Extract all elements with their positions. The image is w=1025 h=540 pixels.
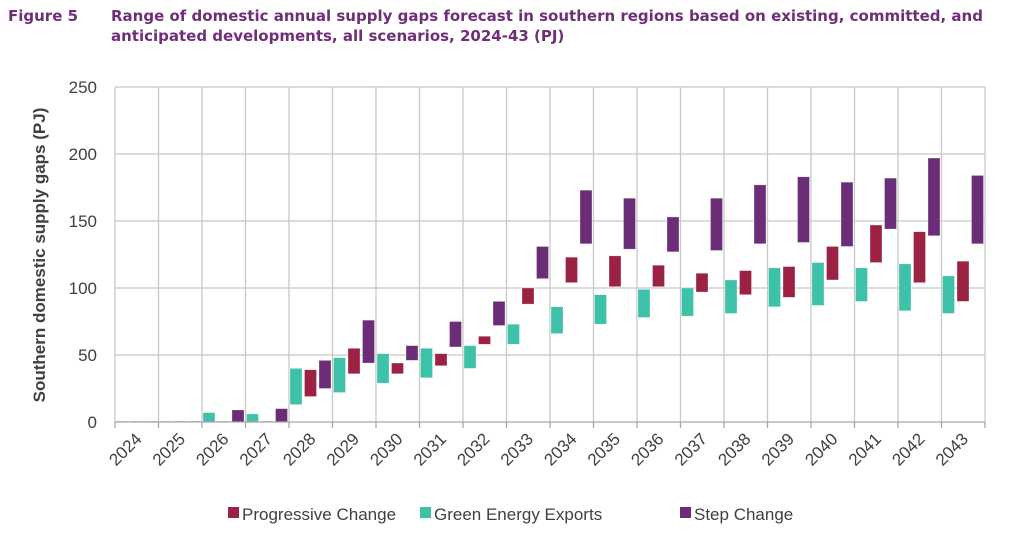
bar-step-change-2035 [623,197,636,250]
bar-step-change-2033 [536,246,549,279]
bar-progressive-change-2036 [652,264,665,287]
legend-item-progressive-change: Progressive Change [228,505,396,524]
gridlines [114,86,986,422]
x-tick-label: 2028 [279,429,319,469]
bar-green-energy-exports-2026 [202,412,216,423]
bar-green-energy-exports-2034 [550,306,564,334]
bar-step-change-2043 [971,175,984,245]
bar-green-energy-exports-2036 [637,289,651,318]
x-tick-label: 2039 [758,429,798,469]
bar-green-energy-exports-2031 [420,347,433,379]
x-tick-label: 2038 [714,429,754,469]
x-tick-label: 2040 [801,429,841,469]
bar-green-energy-exports-2042 [898,263,912,312]
legend-label: Green Energy Exports [434,505,602,524]
bar-green-energy-exports-2041 [855,267,868,302]
x-tick-label: 2031 [410,429,450,469]
x-tick-label: 2030 [366,429,406,469]
x-tick-label: 2043 [932,429,972,469]
y-axis-title: Southern domestic supply gaps (PJ) [30,108,49,403]
y-tick-label: 200 [69,145,97,164]
x-tick-label: 2042 [888,429,928,469]
bar-progressive-change-2041 [869,224,883,263]
bar-green-energy-exports-2039 [768,267,781,308]
bar-green-energy-exports-2043 [942,275,955,314]
legend-item-step-change: Step Change [680,505,793,524]
x-tick-label: 2036 [627,429,667,469]
y-tick-label: 50 [78,346,97,365]
y-tick-label: 250 [69,78,97,97]
bar-progressive-change-2029 [347,347,361,375]
bar-green-energy-exports-2038 [724,279,738,314]
bar-green-energy-exports-2027 [246,413,259,423]
y-tick-label: 0 [88,413,97,432]
bar-step-change-2036 [666,216,680,253]
legend-swatch [228,507,239,518]
bar-progressive-change-2035 [608,255,622,287]
bar-step-change-2031 [449,321,462,348]
bars [115,157,984,423]
bar-progressive-change-2034 [565,256,578,283]
bar-step-change-2042 [927,157,941,237]
x-tick-label: 2035 [584,429,624,469]
bar-progressive-change-2043 [956,260,970,302]
bar-step-change-2037 [710,197,723,251]
x-tick-label: 2032 [453,429,493,469]
bar-green-energy-exports-2030 [376,353,390,384]
bar-green-energy-exports-2032 [463,345,477,369]
legend-label: Step Change [694,505,793,524]
x-tick-label: 2025 [149,429,189,469]
legend-label: Progressive Change [242,505,396,524]
bar-step-change-2034 [579,189,593,245]
bar-step-change-2028 [318,360,332,389]
bar-green-energy-exports-2035 [594,294,607,325]
y-tick-label: 100 [69,279,97,298]
legend-item-green-energy-exports: Green Energy Exports [420,505,602,524]
bar-step-change-2039 [797,176,810,243]
bar-step-change-2038 [753,184,767,245]
x-tick-label: 2033 [497,429,537,469]
bar-step-change-2030 [405,345,419,361]
bar-step-change-2032 [492,301,506,326]
bar-progressive-change-2033 [521,287,535,305]
bar-step-change-2040 [840,181,854,247]
figure-title: Range of domestic annual supply gaps for… [111,7,983,45]
bar-progressive-change-2039 [782,266,796,298]
bar-progressive-change-2031 [434,353,448,367]
bar-green-energy-exports-2037 [681,287,694,317]
bar-green-energy-exports-2033 [507,323,520,345]
x-tick-label: 2037 [671,429,711,469]
bar-step-change-2027 [275,408,288,423]
bar-progressive-change-2032 [478,335,491,345]
x-tick-label: 2026 [192,429,232,469]
bar-progressive-change-2040 [826,246,839,281]
bar-progressive-change-2042 [913,231,926,283]
bar-step-change-2041 [884,177,897,230]
bar-progressive-change-2028 [304,369,317,397]
bar-step-change-2026 [231,409,245,423]
y-tick-label: 150 [69,212,97,231]
legend: Progressive Change Green Energy Exports St… [228,505,793,524]
x-tick-label: 2029 [323,429,363,469]
bar-green-energy-exports-2028 [289,368,303,405]
legend-swatch [420,507,431,518]
figure-number: Figure 5 [8,7,79,25]
bar-progressive-change-2037 [695,272,709,293]
x-tick-label: 2041 [845,429,885,469]
bar-progressive-change-2030 [391,362,404,375]
legend-swatch [680,507,691,518]
x-tick-label: 2027 [236,429,276,469]
x-tick-label: 2034 [540,429,580,469]
bar-green-energy-exports-2029 [333,357,346,393]
bar-green-energy-exports-2040 [811,262,825,306]
bar-step-change-2029 [362,319,375,364]
bar-progressive-change-2038 [739,270,752,295]
x-tick-label: 2024 [105,429,145,469]
